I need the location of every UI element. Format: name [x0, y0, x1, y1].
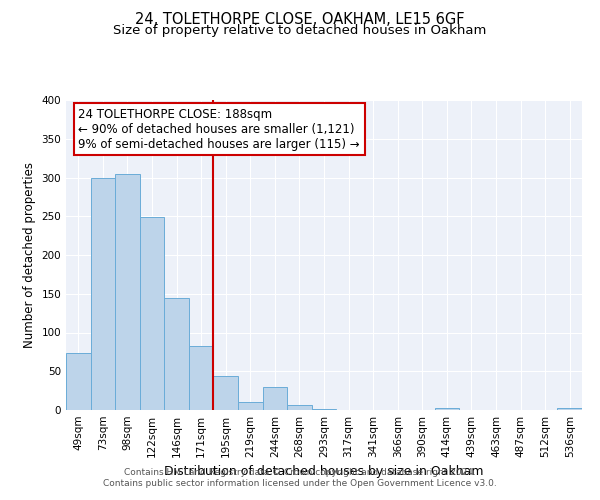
Bar	[287, 406, 312, 410]
Text: Contains HM Land Registry data © Crown copyright and database right 2024.
Contai: Contains HM Land Registry data © Crown c…	[103, 468, 497, 487]
Bar	[238, 402, 263, 410]
Bar	[189, 346, 214, 410]
Bar	[214, 376, 238, 410]
Bar	[164, 298, 189, 410]
Bar	[434, 408, 459, 410]
Y-axis label: Number of detached properties: Number of detached properties	[23, 162, 36, 348]
Bar	[557, 408, 582, 410]
Bar	[263, 387, 287, 410]
X-axis label: Distribution of detached houses by size in Oakham: Distribution of detached houses by size …	[164, 466, 484, 478]
Bar	[312, 409, 336, 410]
Text: 24, TOLETHORPE CLOSE, OAKHAM, LE15 6GF: 24, TOLETHORPE CLOSE, OAKHAM, LE15 6GF	[135, 12, 465, 28]
Bar	[140, 217, 164, 410]
Bar	[115, 174, 140, 410]
Text: 24 TOLETHORPE CLOSE: 188sqm
← 90% of detached houses are smaller (1,121)
9% of s: 24 TOLETHORPE CLOSE: 188sqm ← 90% of det…	[78, 108, 360, 151]
Text: Size of property relative to detached houses in Oakham: Size of property relative to detached ho…	[113, 24, 487, 37]
Bar	[66, 354, 91, 410]
Bar	[91, 178, 115, 410]
